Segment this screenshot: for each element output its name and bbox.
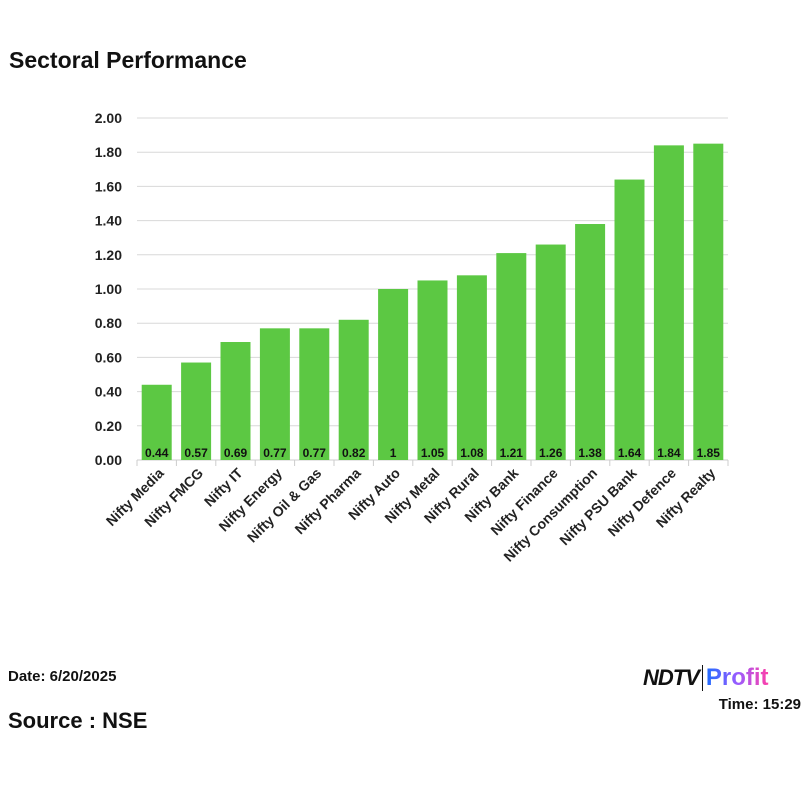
data-label: 0.44	[145, 446, 169, 460]
data-label: 1.38	[578, 446, 602, 460]
y-tick-label: 0.40	[95, 384, 122, 400]
bar	[181, 362, 212, 460]
time-label: Time: 15:29	[718, 696, 801, 713]
bar	[417, 280, 448, 460]
y-tick-label: 0.80	[95, 315, 122, 331]
bar	[575, 224, 606, 460]
data-label: 1.08	[460, 446, 484, 460]
bar	[299, 328, 330, 460]
data-label: 0.57	[184, 446, 208, 460]
y-tick-label: 0.20	[95, 418, 122, 434]
bar	[614, 179, 645, 460]
bar	[378, 289, 409, 460]
source-label: Source : NSE	[8, 708, 148, 733]
logo-profit: Profit	[705, 664, 769, 691]
data-label: 1.26	[539, 446, 563, 460]
y-tick-label: 0.60	[95, 349, 122, 365]
ndtv-profit-logo: NDTV Profit	[643, 664, 769, 691]
bar	[653, 145, 684, 461]
data-label: 1.05	[421, 446, 445, 460]
bar	[338, 319, 369, 460]
date-label: Date: 6/20/2025	[8, 668, 117, 685]
y-tick-label: 1.20	[95, 247, 122, 263]
y-tick-label: 1.60	[95, 178, 122, 194]
bar	[693, 143, 724, 460]
data-label: 1.64	[618, 446, 642, 460]
y-tick-label: 2.00	[95, 110, 122, 126]
y-tick-label: 0.00	[95, 452, 122, 468]
data-label: 1.84	[657, 446, 681, 460]
bar	[496, 253, 527, 460]
data-label: 0.77	[263, 446, 287, 460]
data-label: 0.77	[303, 446, 327, 460]
bar	[259, 328, 290, 460]
data-label: 1.85	[697, 446, 721, 460]
bar	[535, 244, 566, 460]
data-label: 0.69	[224, 446, 248, 460]
data-label: 1.21	[500, 446, 524, 460]
bar-chart: 0.00 0.20 0.40 0.60 0.80 1.00 1.20 1.40 1.60 1.80…	[95, 110, 729, 565]
y-tick-label: 1.80	[95, 144, 122, 160]
y-tick-label: 1.40	[95, 213, 122, 229]
bar	[220, 342, 251, 460]
x-tick-label: Nifty Defence	[604, 465, 679, 540]
data-label: 1	[390, 446, 397, 460]
y-tick-label: 1.00	[95, 281, 122, 297]
bar	[141, 384, 172, 460]
logo-ndtv: NDTV	[643, 665, 700, 690]
chart-title: Sectoral Performance	[9, 47, 247, 73]
logo-divider	[701, 665, 703, 691]
bar	[456, 275, 487, 460]
data-label: 0.82	[342, 446, 366, 460]
